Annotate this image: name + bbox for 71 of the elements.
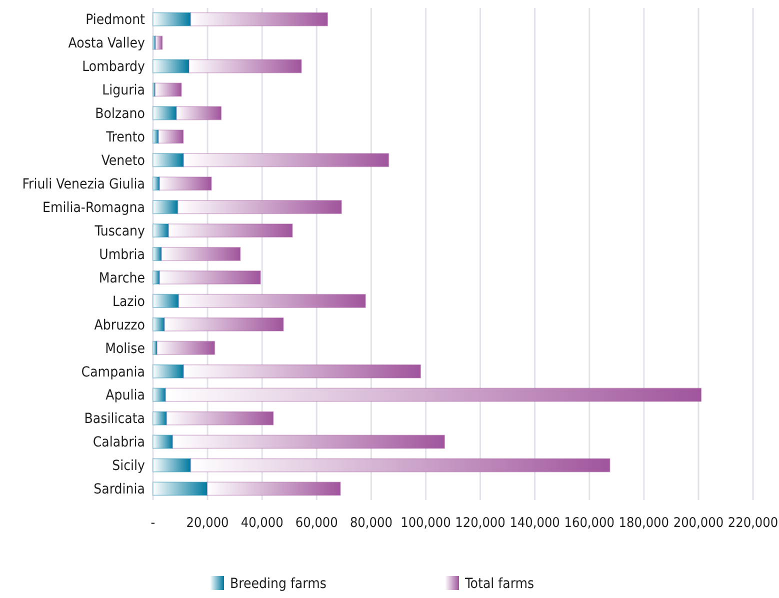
bar [159,270,261,285]
bar [152,294,180,308]
x-tick-label: 200,000 [673,515,724,531]
bar [152,153,184,168]
y-tick-label: Sicily [112,458,146,474]
bar [152,482,208,496]
bar [168,223,293,238]
x-tick-label: 20,000 [186,515,229,531]
y-tick-label: Apulia [106,388,145,404]
y-tick-label: Aosta Valley [68,36,146,52]
x-tick-label: 60,000 [295,515,338,531]
bar [154,36,163,50]
y-tick-label: Marche [98,270,146,286]
bar [165,388,702,402]
y-tick-label: Tuscany [94,223,146,240]
legend-label: Total farms [464,576,534,592]
x-tick-label: 100,000 [400,515,451,531]
x-tick-label: 40,000 [240,515,284,531]
y-tick-label: Abruzzo [94,317,146,334]
bar [172,434,446,449]
bar [183,364,422,378]
y-tick-label: Liguria [102,82,145,99]
y-tick-label: Emilia-Romagna [42,200,145,216]
bar [177,200,342,214]
bar [154,82,182,97]
bar [159,176,212,191]
bar [164,317,284,332]
bar [152,223,170,238]
bar [152,106,177,120]
y-tick-label: Bolzano [95,106,146,122]
y-tick-label: Trento [105,130,146,146]
bar [152,200,178,214]
bar [206,482,341,496]
bar [152,434,174,449]
bar [158,130,184,144]
bar [152,458,192,472]
y-tick-label: Friuli Venezia Giulia [22,176,145,192]
bar [190,12,328,26]
legend-label: Breeding farms [230,576,326,592]
bar [152,411,168,426]
bar [152,364,184,378]
x-tick-label: 180,000 [618,515,670,531]
bar [160,246,241,262]
x-tick-label: 80,000 [350,515,392,531]
y-tick-label: Basilicata [84,411,145,428]
bar [152,246,162,262]
bar [152,317,165,332]
bar [178,294,366,308]
x-tick-label: 220,000 [728,515,778,531]
x-tick-label: 140,000 [510,515,560,531]
bar [152,12,192,26]
bar [188,59,302,74]
bar [183,153,390,168]
x-tick-label: 160,000 [564,515,614,531]
y-tick-label: Campania [81,364,145,380]
bar [166,411,274,426]
y-tick-label: Sardinia [94,482,145,498]
bar [152,388,166,402]
y-tick-label: Piedmont [86,12,146,28]
y-tick-label: Molise [105,340,146,357]
x-tick-label: 120,000 [455,515,506,531]
y-tick-label: Lombardy [82,59,146,76]
y-tick-label: Umbria [99,246,145,263]
bar [156,340,216,355]
x-tick-label: - [150,515,156,531]
bar [152,59,190,74]
bar [190,458,610,472]
y-tick-label: Lazio [112,294,146,310]
y-tick-label: Calabria [92,434,145,451]
y-tick-label: Veneto [101,153,146,170]
bar [176,106,222,120]
